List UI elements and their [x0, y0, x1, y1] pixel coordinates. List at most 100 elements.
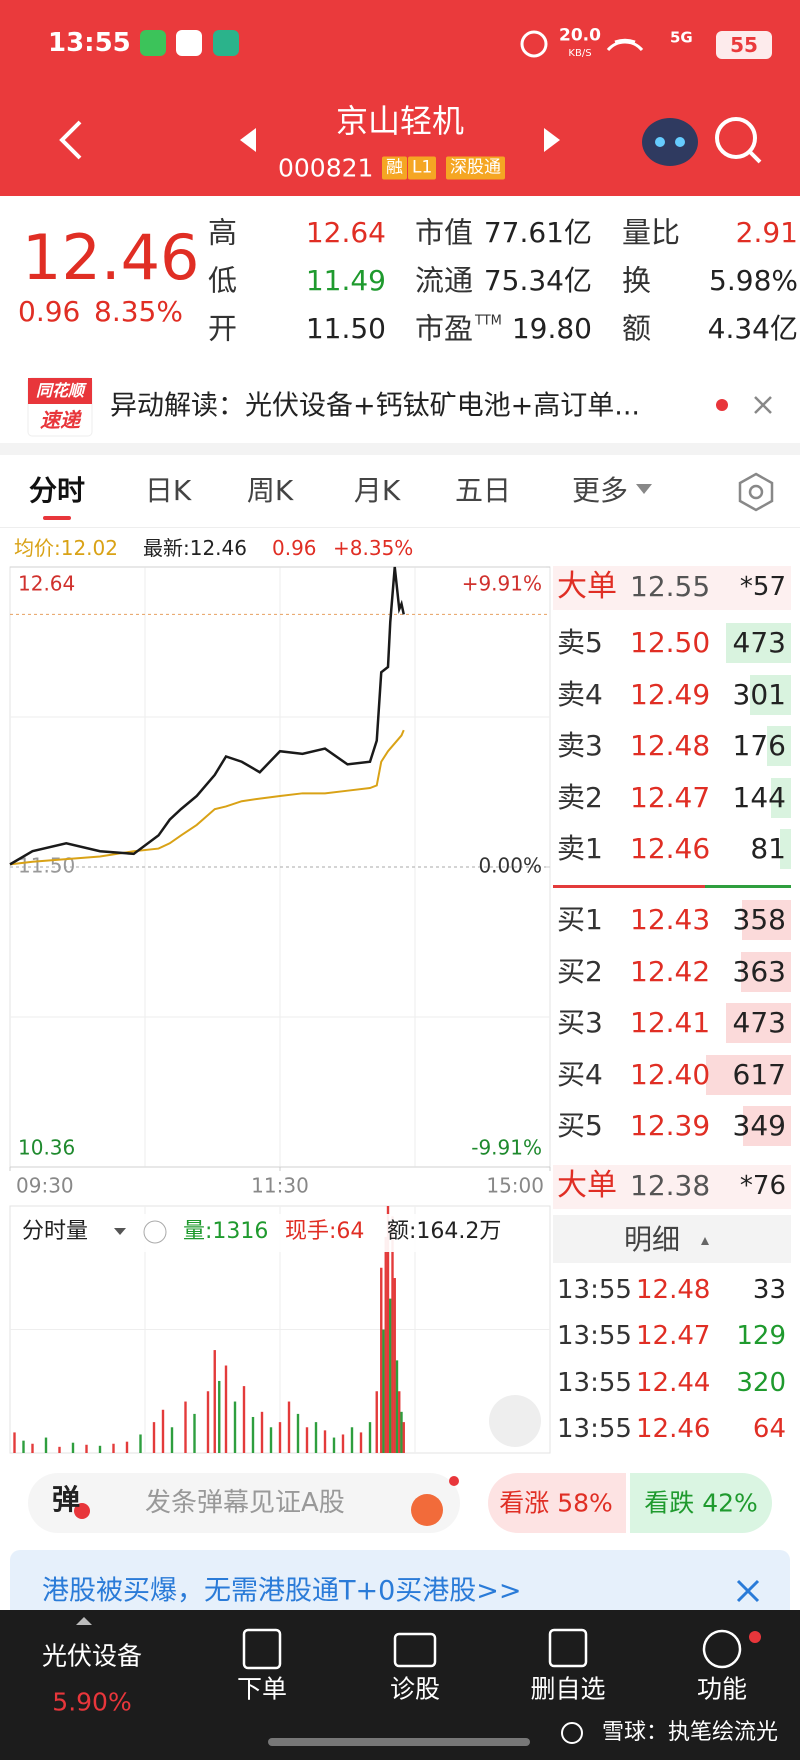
- bearish: 看跌 42%: [644, 1488, 758, 1518]
- nav-item[interactable]: 诊股: [389, 1674, 441, 1704]
- latest-price: 最新:12.46: [143, 536, 247, 560]
- stat-label: 低: [208, 263, 238, 298]
- volume-bar: [213, 1350, 216, 1453]
- stat-label: 高: [208, 215, 238, 250]
- avg-price: 均价:12.02: [14, 536, 118, 560]
- bullish-button[interactable]: [488, 1473, 626, 1533]
- tab[interactable]: 月K: [353, 474, 401, 507]
- level-label: 卖3: [557, 729, 603, 763]
- volume-bar: [71, 1442, 75, 1453]
- level-price: 12.42: [630, 954, 711, 988]
- net-speed: 20.0: [559, 25, 601, 46]
- volume-bar: [350, 1427, 354, 1453]
- tab[interactable]: 分时: [28, 474, 86, 507]
- stock-name: 京山轻机: [335, 102, 465, 140]
- y-tick-label: 11.50: [18, 854, 75, 878]
- depth-bar: [766, 726, 791, 767]
- y2-tick-label: +9.91%: [462, 572, 542, 596]
- tab[interactable]: 周K: [246, 474, 294, 507]
- volume-bar: [314, 1422, 318, 1453]
- level-price: 12.46: [630, 832, 711, 866]
- stat-value: 11.50: [305, 312, 386, 345]
- big-order-price: 12.38: [630, 1169, 711, 1202]
- stat-label: 开: [208, 311, 238, 346]
- trade-price: 12.48: [636, 1275, 711, 1305]
- volume-bar: [398, 1391, 401, 1453]
- trade-time: 13:55: [557, 1321, 632, 1352]
- volume-bar: [161, 1409, 165, 1453]
- big-order-bg: [553, 1165, 791, 1209]
- volume-bar: [31, 1443, 34, 1453]
- stock-tag: 融: [382, 156, 407, 180]
- net-unit: KB/S: [568, 48, 592, 59]
- danmaku-placeholder: 发条弹幕见证A股: [145, 1488, 345, 1518]
- alert-logo: 速递: [40, 408, 80, 432]
- level-label: 买1: [557, 903, 603, 936]
- level-volume: 349: [732, 1109, 786, 1143]
- depth-bar: [725, 623, 791, 663]
- volume-bar: [58, 1446, 61, 1453]
- volume-bar: [242, 1386, 246, 1453]
- tab[interactable]: 五日: [454, 474, 512, 507]
- trade-volume: 129: [736, 1321, 786, 1352]
- volume-bar: [359, 1432, 363, 1453]
- stat-label: 市盈: [415, 311, 474, 346]
- y-tick-label: 12.64: [18, 572, 75, 596]
- volume-bar: [224, 1365, 228, 1453]
- level-price: 12.50: [630, 626, 711, 659]
- tab[interactable]: 日K: [144, 474, 192, 507]
- nav-item[interactable]: 功能: [696, 1674, 748, 1704]
- depth-bar: [779, 829, 791, 870]
- level-price: 12.47: [630, 780, 711, 814]
- help-icon: [143, 1220, 167, 1244]
- level-price: 12.39: [630, 1109, 711, 1143]
- alert-text[interactable]: 异动解读：光伏设备+钙钛矿电池+高订单...: [110, 390, 640, 422]
- stat-value: 11.49: [305, 264, 386, 297]
- volume-bar: [382, 1329, 385, 1453]
- change-pct: +8.35%: [333, 536, 414, 560]
- volume-bar: [233, 1401, 237, 1453]
- nav-item[interactable]: 删自选: [530, 1674, 606, 1704]
- watermark: 雪球：执笔绘流光: [601, 1720, 778, 1745]
- nav-item[interactable]: 下单: [236, 1674, 288, 1704]
- volume-bar: [22, 1440, 25, 1453]
- stat-value: 12.64: [305, 216, 386, 249]
- volume-bar: [402, 1422, 405, 1453]
- level-price: 12.48: [630, 729, 711, 763]
- big-order-price: 12.55: [630, 570, 711, 603]
- level-volume: 81: [750, 832, 786, 866]
- volume-bar: [332, 1437, 336, 1453]
- change-pct: 8.35%: [94, 295, 183, 328]
- volume-bar: [260, 1411, 264, 1453]
- volume-bar: [170, 1427, 174, 1453]
- level-volume: 144: [732, 780, 786, 814]
- trade-volume: 33: [752, 1275, 786, 1305]
- level-volume: 617: [732, 1057, 786, 1091]
- volume-bar: [296, 1413, 300, 1453]
- x-tick-label: 11:30: [251, 1174, 309, 1198]
- tab[interactable]: 更多: [571, 474, 629, 507]
- trade-price: 12.46: [636, 1413, 711, 1444]
- level-label: 卖1: [557, 832, 603, 866]
- volume-bar: [386, 1206, 390, 1453]
- depth-bar: [771, 777, 791, 818]
- trade-volume: 64: [752, 1413, 786, 1444]
- trade-time: 13:55: [557, 1367, 632, 1398]
- volume-bar: [323, 1430, 327, 1453]
- separator: [0, 527, 800, 528]
- volume-bar: [368, 1422, 372, 1453]
- level-volume: 176: [732, 729, 786, 763]
- bearish-button[interactable]: [630, 1473, 772, 1533]
- battery: 55: [730, 33, 758, 57]
- level-volume: 301: [732, 677, 786, 711]
- price-line: [9, 566, 405, 866]
- promo-banner[interactable]: [10, 1550, 790, 1612]
- signal: 5G: [670, 28, 693, 47]
- volume-bar: [395, 1360, 399, 1453]
- volume-bar: [98, 1445, 102, 1453]
- volume-bar: [44, 1437, 48, 1453]
- danmaku-input[interactable]: [28, 1473, 460, 1533]
- depth-bar: [725, 1003, 791, 1044]
- volume-bar: [13, 1432, 16, 1453]
